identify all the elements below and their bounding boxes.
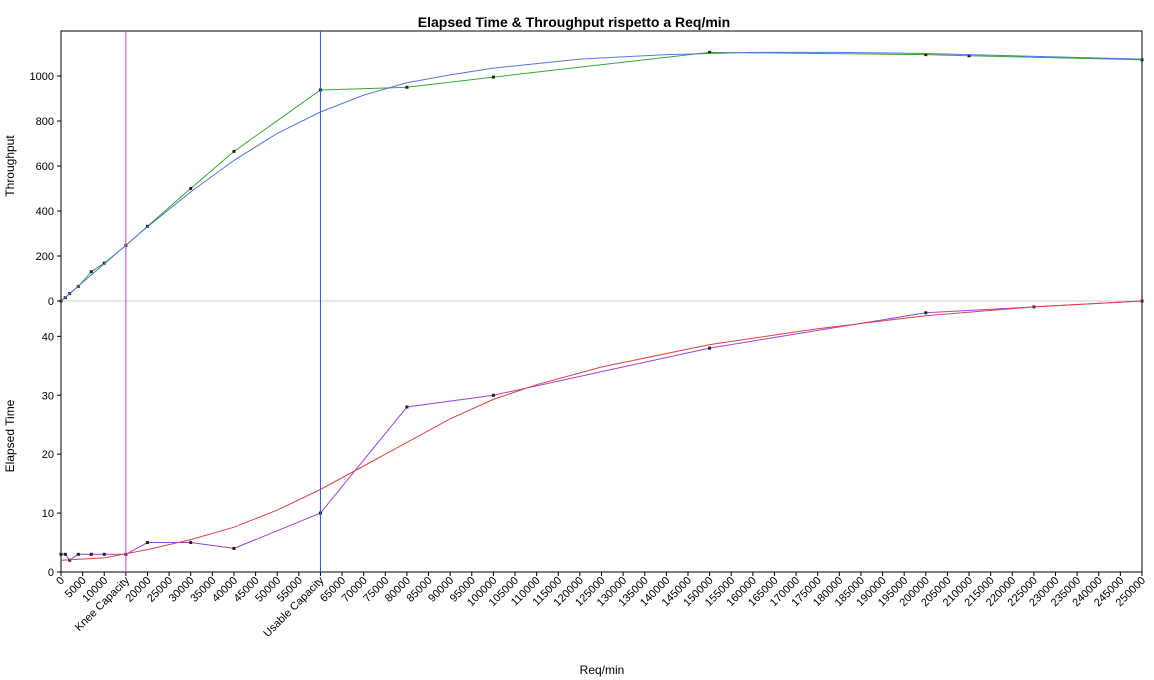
- data-point-throughput-9: [232, 149, 236, 153]
- y-tick-label-throughput-0: 0: [48, 296, 54, 308]
- data-point-elapsed-4: [89, 552, 93, 556]
- series-line-throughput-measured: [60, 51, 1143, 302]
- data-point-elapsed-1: [63, 552, 67, 556]
- y-tick-label-throughput-1000: 1000: [30, 71, 54, 83]
- data-point-throughput-15: [967, 54, 971, 58]
- data-point-elapsed-12: [491, 393, 495, 397]
- y-tick-label-throughput-600: 600: [36, 161, 54, 173]
- data-point-throughput-11: [405, 85, 409, 89]
- y-axis-label-throughput: Throughput: [3, 135, 17, 197]
- data-point-throughput-16: [1140, 58, 1144, 62]
- y-tick-label-elapsed-10: 10: [42, 508, 54, 520]
- y-tick-label-throughput-800: 800: [36, 116, 54, 128]
- x-axis-label: Req/min: [580, 663, 625, 677]
- series-line-throughput-fit: [60, 51, 1143, 302]
- data-point-elapsed-0: [59, 552, 63, 556]
- series-line-elapsed-fit: [60, 300, 1143, 561]
- data-point-elapsed-7: [145, 541, 149, 545]
- data-point-elapsed-9: [232, 546, 236, 550]
- data-point-elapsed-14: [924, 311, 928, 315]
- data-point-throughput-12: [491, 75, 495, 79]
- data-point-throughput-13: [708, 50, 712, 54]
- data-point-throughput-14: [924, 53, 928, 57]
- data-point-throughput-5: [102, 261, 106, 265]
- series-line-elapsed-measured: [61, 300, 1143, 561]
- chart-title: Elapsed Time & Throughput rispetto a Req…: [418, 14, 730, 30]
- y-tick-label-throughput-200: 200: [36, 251, 54, 263]
- data-point-elapsed-8: [189, 541, 193, 545]
- data-point-elapsed-3: [76, 552, 80, 556]
- data-point-throughput-8: [189, 187, 193, 190]
- x-tick-label-0: 0: [54, 575, 67, 588]
- y-tick-label-throughput-400: 400: [36, 206, 54, 218]
- data-point-elapsed-11: [405, 405, 409, 409]
- data-point-elapsed-13: [708, 346, 712, 350]
- plot-layer: 020040060080010000102030400500010000Knee…: [30, 30, 1148, 640]
- y-tick-label-elapsed-0: 0: [48, 567, 54, 579]
- data-point-throughput-4: [89, 270, 93, 274]
- data-point-elapsed-5: [102, 552, 106, 556]
- y-axis-label-elapsed: Elapsed Time: [3, 399, 17, 472]
- y-tick-label-elapsed-20: 20: [42, 449, 54, 461]
- y-tick-label-elapsed-40: 40: [42, 331, 54, 343]
- y-tick-label-elapsed-30: 30: [42, 390, 54, 402]
